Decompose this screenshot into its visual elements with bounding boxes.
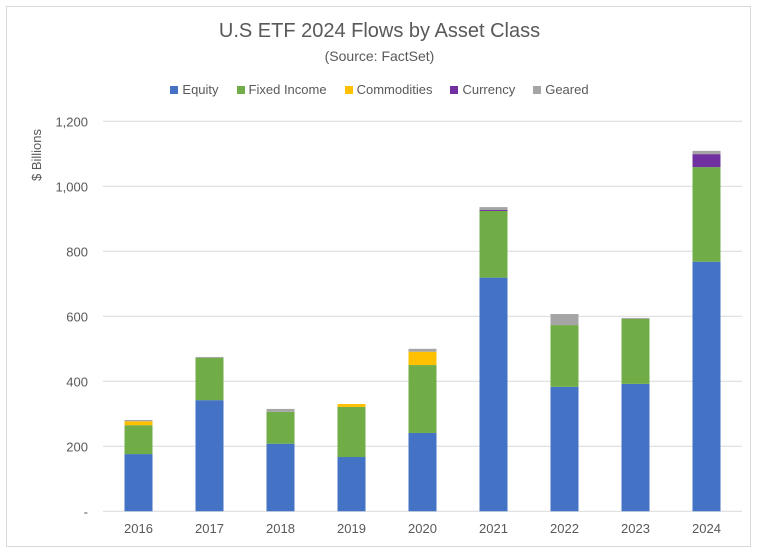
legend-label: Fixed Income xyxy=(248,82,327,97)
x-tick-label: 2019 xyxy=(337,521,366,536)
bar-equity-2022 xyxy=(550,386,579,512)
legend-swatch xyxy=(533,85,542,94)
x-tick-label: 2024 xyxy=(692,521,721,536)
bar-fixed-income-2020 xyxy=(408,365,437,433)
legend-item-equity: Equity xyxy=(170,82,219,97)
bar-geared-2022 xyxy=(550,314,579,326)
bar-equity-2018 xyxy=(266,443,295,512)
bar-commodities-2016 xyxy=(124,421,153,426)
legend: Equity Fixed Income Commodities Currency Gea… xyxy=(0,82,759,97)
y-axis-label: $ Billions xyxy=(29,128,44,181)
legend-label: Commodities xyxy=(356,82,433,97)
bar-currency-2021 xyxy=(479,210,508,211)
bar-fixed-income-2016 xyxy=(124,425,153,455)
bar-fixed-income-2018 xyxy=(266,411,295,444)
legend-swatch xyxy=(170,85,179,94)
bar-geared-2020 xyxy=(408,348,437,352)
bar-equity-2016 xyxy=(124,454,153,512)
y-tick-label: - xyxy=(84,504,88,519)
bar-commodities-2019 xyxy=(337,404,366,407)
legend-item-commodities: Commodities xyxy=(344,82,433,97)
bar-currency-2024 xyxy=(692,154,721,168)
x-tick-label: 2018 xyxy=(266,521,295,536)
bar-fixed-income-2022 xyxy=(550,325,579,387)
bar-equity-2024 xyxy=(692,261,721,512)
legend-swatch xyxy=(236,85,245,94)
chart-area xyxy=(6,6,751,547)
bar-commodities-2020 xyxy=(408,351,437,366)
y-tick-label: 400 xyxy=(66,374,88,389)
legend-item-currency: Currency xyxy=(450,82,515,97)
x-tick-label: 2017 xyxy=(195,521,224,536)
x-tick-label: 2021 xyxy=(479,521,508,536)
bar-equity-2017 xyxy=(195,400,224,512)
y-tick-label: 600 xyxy=(66,309,88,324)
legend-label: Equity xyxy=(182,82,219,97)
legend-item-geared: Geared xyxy=(533,82,589,97)
bar-equity-2023 xyxy=(621,383,650,512)
bar-geared-2021 xyxy=(479,207,508,211)
bar-equity-2020 xyxy=(408,432,437,512)
bar-equity-2019 xyxy=(337,457,366,512)
bar-geared-2024 xyxy=(692,150,721,155)
bar-fixed-income-2023 xyxy=(621,318,650,384)
legend-item-fixed-income: Fixed Income xyxy=(236,82,327,97)
legend-label: Currency xyxy=(462,82,516,97)
y-tick-label: 1,200 xyxy=(55,114,88,129)
chart-title: U.S ETF 2024 Flows by Asset Class xyxy=(218,20,541,42)
bar-geared-2018 xyxy=(266,408,295,412)
chart-subtitle: (Source: FactSet) xyxy=(324,48,435,64)
bar-fixed-income-2019 xyxy=(337,406,366,458)
x-tick-label: 2023 xyxy=(621,521,650,536)
bar-geared-2017 xyxy=(195,356,224,358)
bar-fixed-income-2021 xyxy=(479,211,508,278)
legend-label: Geared xyxy=(545,82,589,97)
y-tick-label: 800 xyxy=(66,244,88,259)
bar-geared-2023 xyxy=(621,317,650,319)
bar-fixed-income-2017 xyxy=(195,357,224,401)
y-tick-label: 1,000 xyxy=(55,179,88,194)
bar-geared-2016 xyxy=(124,419,153,422)
x-tick-label: 2022 xyxy=(550,521,579,536)
bar-fixed-income-2024 xyxy=(692,167,721,262)
y-tick-label: 200 xyxy=(66,439,88,454)
legend-swatch xyxy=(344,85,353,94)
bar-equity-2021 xyxy=(479,277,508,512)
x-tick-label: 2016 xyxy=(124,521,153,536)
legend-swatch xyxy=(450,85,459,94)
x-tick-label: 2020 xyxy=(408,521,437,536)
